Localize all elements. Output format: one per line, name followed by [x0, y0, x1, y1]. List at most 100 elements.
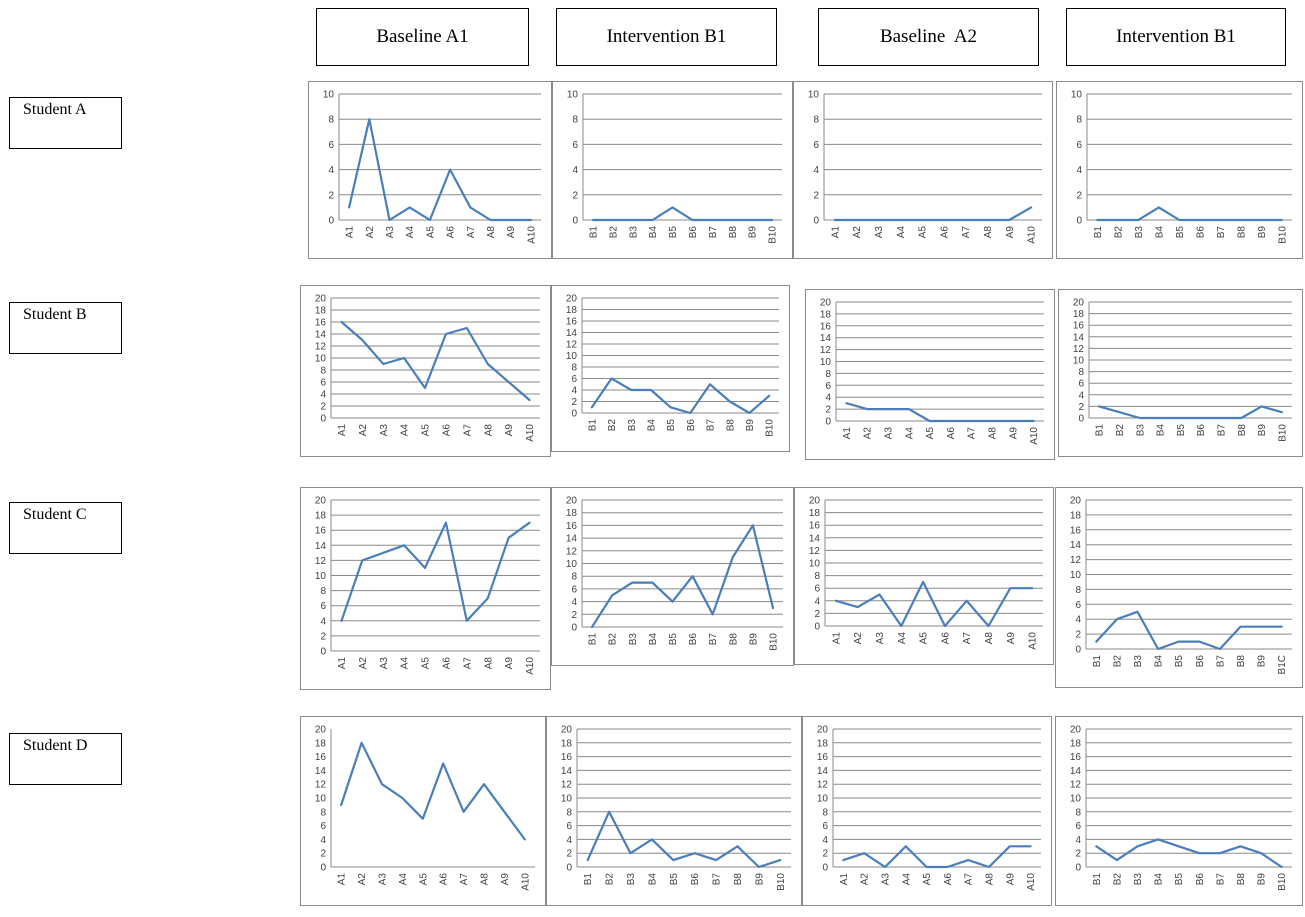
y-tick-label: 12 [566, 546, 578, 557]
x-tick-label: A10 [1029, 427, 1040, 445]
x-tick-label: A8 [483, 424, 494, 437]
student-label-d: Student D [9, 733, 122, 785]
y-tick-label: 0 [328, 216, 334, 227]
x-tick-label: A2 [863, 427, 874, 440]
x-tick-label: B7 [1215, 655, 1226, 668]
y-tick-label: 10 [566, 559, 578, 570]
y-tick-label: 0 [1075, 645, 1081, 656]
y-tick-label: 2 [571, 397, 577, 408]
x-tick-label: B8 [1236, 873, 1247, 886]
series-line [590, 377, 771, 415]
y-tick-label: 0 [320, 414, 326, 425]
x-tick-label: A10 [1028, 632, 1039, 650]
x-tick-label: B3 [627, 419, 638, 432]
x-tick-label: A5 [425, 226, 436, 239]
x-tick-label: B7 [1215, 873, 1226, 886]
series-line [347, 118, 532, 222]
y-tick-label: 0 [1075, 863, 1081, 874]
y-tick-label: 18 [566, 508, 578, 519]
series-line [590, 524, 775, 629]
x-tick-label: B3 [626, 873, 637, 886]
x-tick-label: B4 [647, 873, 658, 886]
chart-student-a-intervention-b1-second: 0 2 4 6 8 10 B1 B2 B3 B4 B5 B6 B7 B8 B9 B10 [1056, 81, 1303, 259]
x-tick-label: A5 [922, 873, 933, 886]
x-tick-label: B10 [776, 873, 787, 891]
x-tick-label: B2 [608, 633, 619, 646]
y-tick-label: 0 [814, 622, 820, 633]
x-tick-label: A6 [943, 873, 954, 886]
y-tick-label: 6 [822, 821, 828, 832]
x-tick-label: B1 [587, 419, 598, 432]
x-tick-label: B3 [628, 226, 639, 239]
x-tick-label: B2 [605, 873, 616, 886]
y-tick-label: 18 [809, 508, 821, 519]
x-tick-label: B1 [1092, 655, 1103, 668]
y-tick-label: 12 [1073, 344, 1085, 355]
x-tick-label: B5 [1174, 873, 1185, 886]
x-tick-label: A5 [918, 226, 929, 239]
y-tick-label: 10 [566, 351, 578, 362]
x-tick-label: A8 [483, 657, 494, 670]
x-tick-label: B6 [688, 226, 699, 239]
x-tick-label: A7 [964, 873, 975, 886]
y-tick-label: 12 [817, 780, 829, 791]
y-tick-label: 18 [315, 306, 327, 317]
y-tick-label: 4 [822, 835, 828, 846]
y-tick-label: 10 [567, 90, 579, 101]
y-tick-label: 20 [817, 725, 829, 736]
y-tick-label: 2 [825, 405, 831, 416]
x-tick-label: A7 [459, 873, 470, 886]
y-tick-label: 6 [571, 374, 577, 385]
x-tick-label: A1 [337, 424, 348, 437]
chart-student-d-baseline-a1: 0 2 4 6 8 10 12 14 16 18 20 A1 A2 A3 A4 A5 A6 A7 A8 A9 A10 [300, 716, 546, 906]
y-tick-label: 14 [1070, 540, 1082, 551]
x-tick-label: A6 [939, 226, 950, 239]
x-tick-label: A10 [520, 873, 531, 891]
y-tick-label: 16 [315, 526, 327, 537]
x-tick-label: B5 [669, 873, 680, 886]
x-tick-label: B2 [1112, 873, 1123, 886]
x-tick-label: A9 [506, 226, 517, 239]
chart-student-d-baseline-a2: 0 2 4 6 8 10 12 14 16 18 20 A1 A2 A3 A4 A5 A6 A7 A8 A9 A10 [802, 716, 1052, 906]
x-tick-label: A2 [358, 657, 369, 670]
y-tick-label: 0 [1076, 216, 1082, 227]
chart-student-b-baseline-a1: 0 2 4 6 8 10 12 14 16 18 20 A1 A2 A3 A4 A5 A6 A7 A8 A9 A10 [300, 285, 551, 457]
x-tick-label: B5 [668, 226, 679, 239]
x-tick-label: B6 [688, 633, 699, 646]
x-tick-label: A10 [526, 226, 537, 244]
y-tick-label: 4 [814, 596, 820, 607]
y-tick-label: 14 [809, 533, 821, 544]
y-tick-label: 10 [808, 90, 820, 101]
x-tick-label: A4 [400, 657, 411, 670]
x-tick-label: A9 [1005, 226, 1016, 239]
y-tick-label: 8 [320, 366, 326, 377]
x-tick-label: A10 [525, 657, 536, 675]
x-tick-label: A3 [379, 424, 390, 437]
series-line [833, 206, 1033, 222]
y-tick-label: 10 [315, 571, 327, 582]
series-line [340, 521, 531, 622]
series-line [1096, 206, 1283, 222]
x-tick-label: B8 [1236, 655, 1247, 668]
y-tick-label: 2 [1075, 849, 1081, 860]
y-tick-label: 20 [566, 294, 578, 305]
x-tick-label: B10 [768, 633, 779, 651]
y-tick-label: 6 [571, 584, 577, 595]
x-tick-label: A1 [842, 427, 853, 440]
x-tick-label: B6 [1196, 424, 1207, 437]
x-tick-label: A2 [860, 873, 871, 886]
x-tick-label: B9 [1257, 424, 1268, 437]
x-tick-label: B5 [668, 633, 679, 646]
y-tick-label: 10 [820, 357, 832, 368]
chart-student-b-intervention-b1-second: 0 2 4 6 8 10 12 14 16 18 20 B1 B2 B3 B4 B5 B6 B7 B8 B9 B10 [1058, 289, 1303, 457]
x-tick-label: A5 [421, 657, 432, 670]
x-tick-label: A1 [337, 657, 348, 670]
x-tick-label: B10 [1277, 424, 1288, 442]
y-tick-label: 6 [572, 140, 578, 151]
y-tick-label: 6 [320, 378, 326, 389]
y-tick-label: 2 [571, 610, 577, 621]
y-tick-label: 0 [822, 863, 828, 874]
x-tick-label: B1 [1092, 873, 1103, 886]
